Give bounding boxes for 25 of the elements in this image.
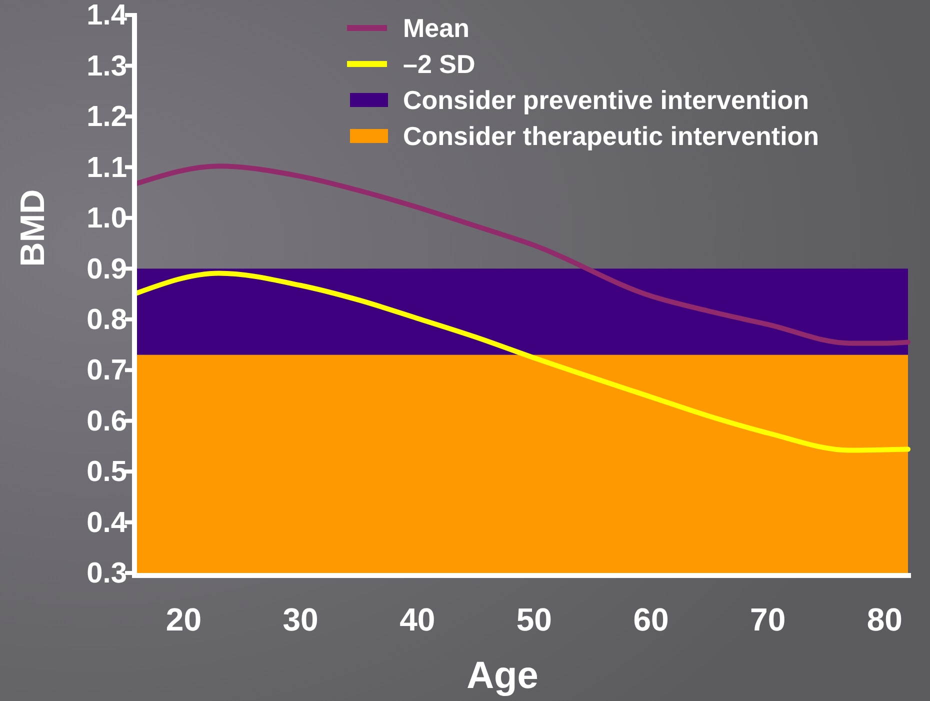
- legend-label: Consider preventive intervention: [403, 84, 809, 115]
- x-tick-label: 70: [750, 601, 786, 638]
- y-tick-label: 1.2: [86, 101, 127, 134]
- y-tick-label: 0.8: [86, 304, 127, 336]
- y-tick-label: 0.6: [86, 405, 127, 438]
- legend-label: Consider therapeutic intervention: [403, 120, 820, 151]
- y-tick-label: 1.4: [86, 0, 127, 32]
- x-tick-label: 20: [166, 601, 202, 638]
- x-tick-label: 60: [633, 601, 669, 638]
- y-tick-label: 0.7: [86, 354, 127, 387]
- x-axis-title: Age: [466, 655, 538, 698]
- x-tick-label: 50: [516, 601, 552, 638]
- x-tick-label: 80: [866, 601, 902, 638]
- x-tick-label: 40: [400, 601, 436, 638]
- y-tick-label: 1.3: [86, 50, 127, 82]
- legend-label: –2 SD: [403, 48, 476, 79]
- y-tick-label: 0.3: [86, 558, 127, 590]
- y-tick-label: 0.9: [86, 253, 127, 286]
- y-tick-label: 1.0: [86, 202, 127, 235]
- x-tick-label: 30: [282, 601, 318, 638]
- legend-label: Mean: [403, 12, 470, 43]
- y-tick-label: 0.5: [86, 456, 127, 488]
- y-tick-label: 1.1: [86, 152, 127, 184]
- y-axis-title: BMD: [14, 189, 52, 267]
- y-tick-label: 0.4: [86, 506, 127, 539]
